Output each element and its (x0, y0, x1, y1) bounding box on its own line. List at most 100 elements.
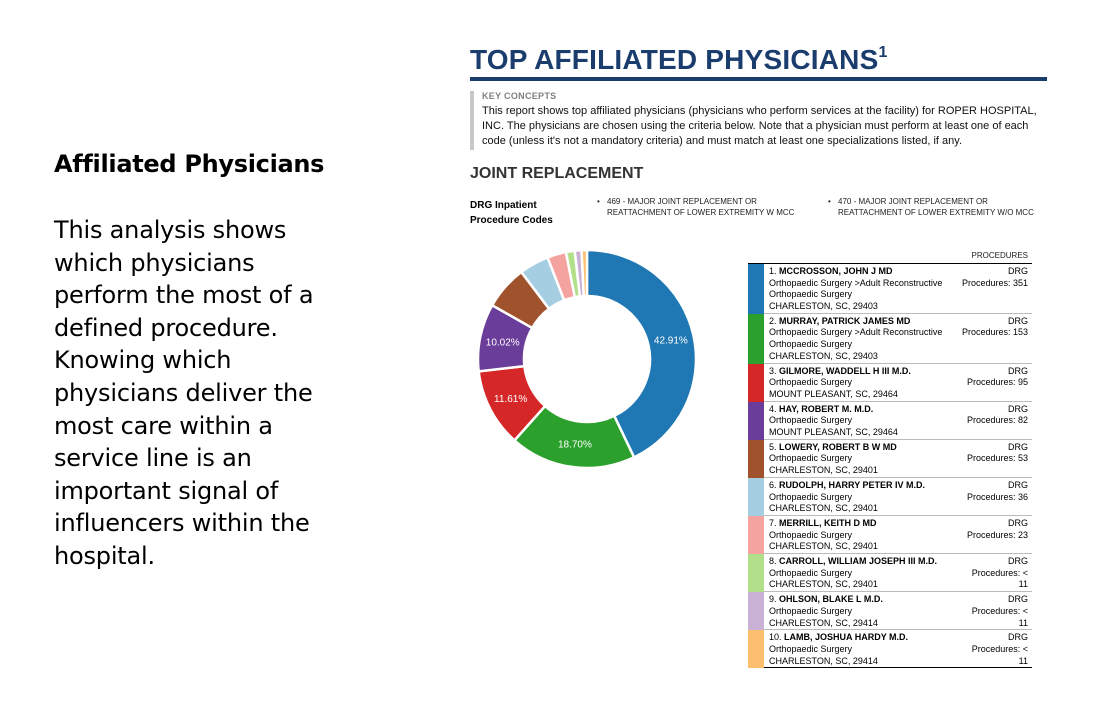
physician-color-swatch (748, 439, 764, 478)
physician-name-line: 8. CARROLL, WILLIAM JOSEPH III M.D. (769, 556, 937, 566)
row-divider (764, 476, 1032, 478)
physician-rank: 5. (769, 441, 777, 452)
row-divider (764, 438, 1032, 440)
physician-row: 10. LAMB, JOSHUA HARDY M.D. Orthopaedic S… (748, 630, 1032, 669)
physician-name-line: 2. MURRAY, PATRICK JAMES MD (769, 316, 910, 326)
procedure-count: Procedures: 23 (966, 529, 1028, 540)
slide-title: Affiliated Physicians (54, 150, 325, 178)
row-divider (764, 629, 1032, 631)
physician-detail: CHARLESTON, SC, 29401 (769, 541, 878, 552)
physician-row: 6. RUDOLPH, HARRY PETER IV M.D. Orthopaed… (748, 477, 1032, 516)
physician-detail: CHARLESTON, SC, 29414 (769, 617, 878, 628)
report-title-text: TOP AFFILIATED PHYSICIANS (470, 44, 879, 75)
physician-color-swatch (748, 554, 764, 593)
procedure-type: DRG (1008, 556, 1028, 567)
procedures-donut-chart: 42.91% 18.70% 11.61% 10.02% (476, 248, 698, 470)
physician-rank: 3. (769, 365, 777, 376)
list-top-divider (748, 263, 1032, 264)
physician-detail: Orthopaedic Surgery (769, 415, 853, 426)
procedure-type: DRG (1008, 632, 1028, 643)
physician-name: GILMORE, WADDELL H III M.D. (779, 365, 911, 376)
physician-name-line: 10. LAMB, JOSHUA HARDY M.D. (769, 632, 908, 642)
physician-color-swatch (748, 477, 764, 516)
donut-slice-label: 42.91% (654, 335, 688, 346)
physician-name: HAY, ROBERT M. M.D. (779, 403, 874, 414)
procedure-count: 11 (1018, 617, 1028, 628)
physician-rank: 4. (769, 403, 777, 414)
physician-name-line: 5. LOWERY, ROBERT B W MD (769, 442, 897, 452)
physician-row: 4. HAY, ROBERT M. M.D. Orthopaedic Surger… (748, 401, 1032, 440)
drg-code-item: • 469 - MAJOR JOINT REPLACEMENT OR REATT… (597, 197, 817, 218)
procedure-type: DRG (1008, 365, 1028, 376)
physician-rank: 7. (769, 518, 777, 528)
procedure-count: Procedures: < (971, 567, 1028, 578)
physician-color-swatch (748, 592, 764, 631)
physician-color-swatch (748, 313, 764, 364)
physician-rank: 9. (769, 594, 777, 605)
procedure-count: Procedures: < (971, 605, 1028, 616)
drg-code-text: 469 - MAJOR JOINT REPLACEMENT OR REATTAC… (607, 197, 795, 217)
physician-detail: CHARLESTON, SC, 29401 (769, 503, 878, 514)
physician-detail: MOUNT PLEASANT, SC, 29464 (769, 427, 898, 438)
physician-detail: CHARLESTON, SC, 29403 (769, 350, 878, 361)
key-concepts-text: This report shows top affiliated physici… (482, 105, 1037, 148)
physician-detail: Orthopaedic Surgery (769, 453, 853, 464)
physician-detail: MOUNT PLEASANT, SC, 29464 (769, 388, 898, 399)
procedure-type: DRG (1008, 594, 1028, 605)
physician-name: LOWERY, ROBERT B W MD (779, 441, 897, 452)
physician-name-line: 9. OHLSON, BLAKE L M.D. (769, 594, 883, 604)
physician-detail: Orthopaedic Surgery (769, 643, 853, 654)
row-divider (764, 312, 1032, 314)
physician-name-line: 6. RUDOLPH, HARRY PETER IV M.D. (769, 480, 925, 490)
physician-rank: 8. (769, 556, 777, 567)
physician-rank: 1. (769, 266, 777, 276)
physician-name: OHLSON, BLAKE L M.D. (779, 594, 883, 605)
physician-name-line: 4. HAY, ROBERT M. M.D. (769, 404, 873, 414)
donut-slice-label: 18.70% (558, 440, 592, 451)
row-divider (764, 362, 1032, 364)
physician-detail: Orthopaedic Surgery (769, 605, 853, 616)
physician-row: 2. MURRAY, PATRICK JAMES MD Orthopaedic S… (748, 313, 1032, 364)
physician-color-swatch (748, 401, 764, 440)
physician-detail: Orthopaedic Surgery (769, 529, 853, 540)
donut-slice (580, 248, 589, 298)
physician-name-line: 3. GILMORE, WADDELL H III M.D. (769, 366, 911, 376)
key-concepts-box: KEY CONCEPTS This report shows top affil… (470, 91, 1042, 150)
physician-name: RUDOLPH, HARRY PETER IV M.D. (779, 479, 926, 490)
list-bottom-divider (764, 667, 1032, 668)
physician-row: 7. MERRILL, KEITH D MD Orthopaedic Surger… (748, 516, 1032, 555)
procedure-type: DRG (1008, 266, 1028, 276)
physician-name-line: 7. MERRILL, KEITH D MD (769, 518, 877, 528)
physician-row: 1. MCCROSSON, JOHN J MD Orthopaedic Surge… (748, 264, 1032, 314)
key-concepts-label: KEY CONCEPTS (482, 91, 557, 101)
procedure-count: Procedures: 153 (961, 327, 1028, 338)
procedure-count: Procedures: 53 (966, 453, 1028, 464)
slide-body-text: This analysis shows which physicians per… (54, 216, 314, 570)
physician-detail: Orthopaedic Surgery (769, 377, 853, 388)
procedure-count: Procedures: 36 (966, 491, 1028, 502)
procedures-column-header: PROCEDURES (971, 251, 1028, 260)
physician-row: 9. OHLSON, BLAKE L M.D. Orthopaedic Surge… (748, 592, 1032, 631)
report-title: TOP AFFILIATED PHYSICIANS1 (470, 44, 888, 76)
title-divider (470, 77, 1047, 81)
physician-row: 3. GILMORE, WADDELL H III M.D. Orthopaedi… (748, 363, 1032, 402)
procedure-count: Procedures: 351 (961, 277, 1028, 288)
physician-rank: 6. (769, 479, 777, 490)
physician-name: MURRAY, PATRICK JAMES MD (779, 315, 911, 326)
row-divider (764, 514, 1032, 516)
physician-detail: Orthopaedic Surgery (769, 491, 853, 502)
row-divider (764, 591, 1032, 593)
physician-name: MERRILL, KEITH D MD (779, 518, 877, 528)
physician-row: 5. LOWERY, ROBERT B W MD Orthopaedic Surg… (748, 439, 1032, 478)
physician-name: CARROLL, WILLIAM JOSEPH III M.D. (779, 556, 938, 567)
physician-row: 8. CARROLL, WILLIAM JOSEPH III M.D. Ortho… (748, 554, 1032, 593)
physician-rank: 10. (769, 632, 782, 643)
procedure-count: Procedures: 82 (966, 415, 1028, 426)
procedure-count: Procedures: 95 (966, 377, 1028, 388)
procedure-count: 11 (1018, 579, 1028, 590)
physician-detail: CHARLESTON, SC, 29403 (769, 301, 878, 312)
physician-detail: CHARLESTON, SC, 29401 (769, 579, 878, 590)
physician-name: MCCROSSON, JOHN J MD (779, 266, 893, 276)
row-divider (764, 553, 1032, 555)
physician-detail: Orthopaedic Surgery >Adult Reconstructiv… (769, 277, 943, 288)
